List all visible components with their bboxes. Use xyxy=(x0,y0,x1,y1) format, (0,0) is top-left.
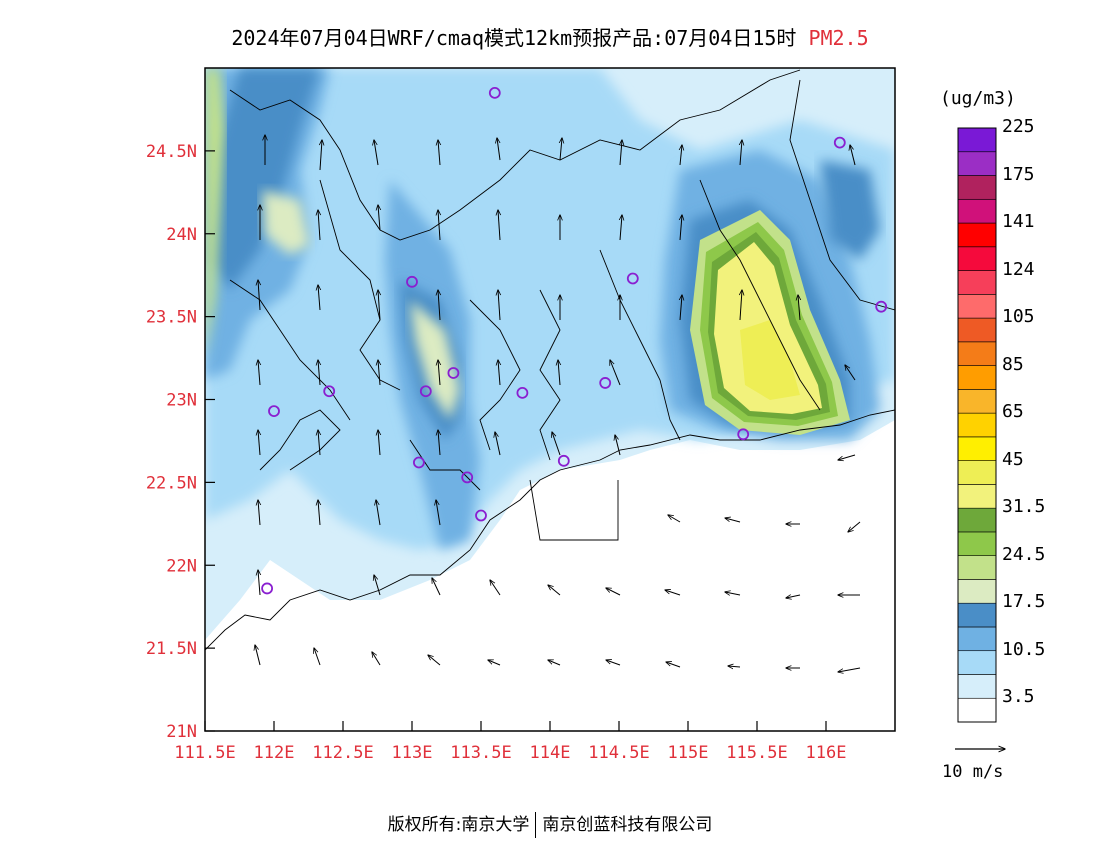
colorbar-swatch xyxy=(957,626,997,652)
title-pollutant: PM2.5 xyxy=(808,26,869,50)
station-marker xyxy=(475,509,487,522)
colorbar-swatch xyxy=(957,460,997,485)
colorbar-swatch xyxy=(957,317,997,343)
colorbar-label: 65 xyxy=(1002,401,1024,423)
station-marker xyxy=(261,582,274,595)
lat-label: 21N xyxy=(166,722,197,742)
map-title: 2024年07月04日WRF/cmaq模式12km预报产品:07月04日15时 P… xyxy=(0,22,1100,51)
colorbar-label: 24.5 xyxy=(1002,543,1046,565)
latitude-axis: 24.5N 24N 23.5N 23N 22.5N 22N 21.5N 21N xyxy=(146,142,215,742)
colorbar-swatch xyxy=(957,412,997,438)
station-marker xyxy=(447,367,460,379)
colorbar-outline xyxy=(957,127,997,723)
monitoring-stations xyxy=(261,86,888,595)
station-marker xyxy=(412,456,425,469)
concentration-field xyxy=(205,68,895,731)
lat-label: 24N xyxy=(166,225,197,245)
title-main: 2024年07月04日WRF/cmaq模式12km预报产品:07月04日15时 xyxy=(231,26,797,50)
lon-label: 112.5E xyxy=(312,743,373,763)
colorbar-label: 124 xyxy=(1002,258,1035,280)
colorbar-swatch xyxy=(957,436,997,461)
station-marker xyxy=(419,385,432,398)
colorbar-swatch xyxy=(957,246,997,271)
colorbar-swatch xyxy=(957,127,997,153)
colorbar-swatch xyxy=(957,602,997,628)
lon-label: 115.5E xyxy=(726,743,787,763)
lon-label: 111.5E xyxy=(174,743,235,763)
lat-label: 22.5N xyxy=(146,473,197,493)
wind-reference-label: 10 m/s xyxy=(942,762,1004,782)
colorbar-swatch xyxy=(957,175,997,200)
colorbar-swatch xyxy=(957,341,997,366)
colorbar-swatch xyxy=(957,198,997,224)
station-marker xyxy=(488,86,501,99)
station-marker xyxy=(516,386,529,399)
colorbar-swatch xyxy=(957,365,997,390)
lon-label: 115E xyxy=(668,743,709,763)
lat-label: 23.5N xyxy=(146,308,197,328)
lat-label: 23N xyxy=(166,391,197,411)
colorbar-swatch xyxy=(957,674,997,699)
colorbar-label: 141 xyxy=(1002,211,1035,233)
lon-label: 113E xyxy=(392,743,433,763)
station-marker xyxy=(268,405,280,418)
station-marker xyxy=(833,136,846,149)
colorbar-label: 3.5 xyxy=(1002,686,1035,708)
colorbar-swatch xyxy=(957,270,997,295)
station-marker xyxy=(323,385,336,398)
colorbar-swatch xyxy=(957,531,997,556)
colorbar-label: 225 xyxy=(1002,116,1035,137)
station-marker xyxy=(461,471,474,484)
longitude-axis: 111.5E 112E 112.5E 113E 113.5E 114E 114.5E 115E… xyxy=(174,721,846,763)
lon-label: 112E xyxy=(254,743,295,763)
wind-vectors xyxy=(255,135,861,672)
station-marker xyxy=(626,272,639,285)
colorbar-swatch xyxy=(957,579,997,604)
copyright-footer: 版权所有:南京大学 南京创蓝科技有限公司 xyxy=(0,810,1100,838)
colorbar-swatch xyxy=(957,389,997,414)
colorbar-swatch xyxy=(957,697,997,723)
footer-left: 版权所有:南京大学 xyxy=(387,815,530,835)
colorbar-swatch xyxy=(957,650,997,675)
colorbar-label: 17.5 xyxy=(1002,591,1046,613)
station-marker xyxy=(737,428,750,441)
colorbar-label: 175 xyxy=(1002,163,1035,185)
station-marker xyxy=(599,377,612,389)
station-marker xyxy=(406,275,418,288)
lon-label: 114E xyxy=(530,743,571,763)
station-marker xyxy=(875,300,888,313)
footer-separator xyxy=(535,812,537,838)
colorbar-swatch xyxy=(957,507,997,533)
colorbar-label: 10.5 xyxy=(1002,638,1046,660)
lon-label: 116E xyxy=(806,743,847,763)
colorbar-label: 45 xyxy=(1002,448,1024,470)
lat-label: 24.5N xyxy=(146,142,197,162)
colorbar-swatch xyxy=(957,151,997,176)
colorbar-unit: (ug/m3) xyxy=(940,88,1016,109)
colorbar-swatch xyxy=(957,555,997,580)
lat-label: 21.5N xyxy=(146,639,197,659)
colorbar-label: 85 xyxy=(1002,353,1024,375)
colorbar-swatch xyxy=(957,294,997,319)
lat-label: 22N xyxy=(166,556,197,576)
footer-right: 南京创蓝科技有限公司 xyxy=(542,815,713,835)
colorbar-swatch xyxy=(957,484,997,509)
station-marker xyxy=(557,454,570,467)
colorbar-label: 105 xyxy=(1002,306,1035,328)
colorbar xyxy=(957,127,997,723)
colorbar-label: 31.5 xyxy=(1002,496,1046,518)
colorbar-swatch xyxy=(957,222,997,248)
lon-label: 114.5E xyxy=(588,743,649,763)
lon-label: 113.5E xyxy=(450,743,511,763)
